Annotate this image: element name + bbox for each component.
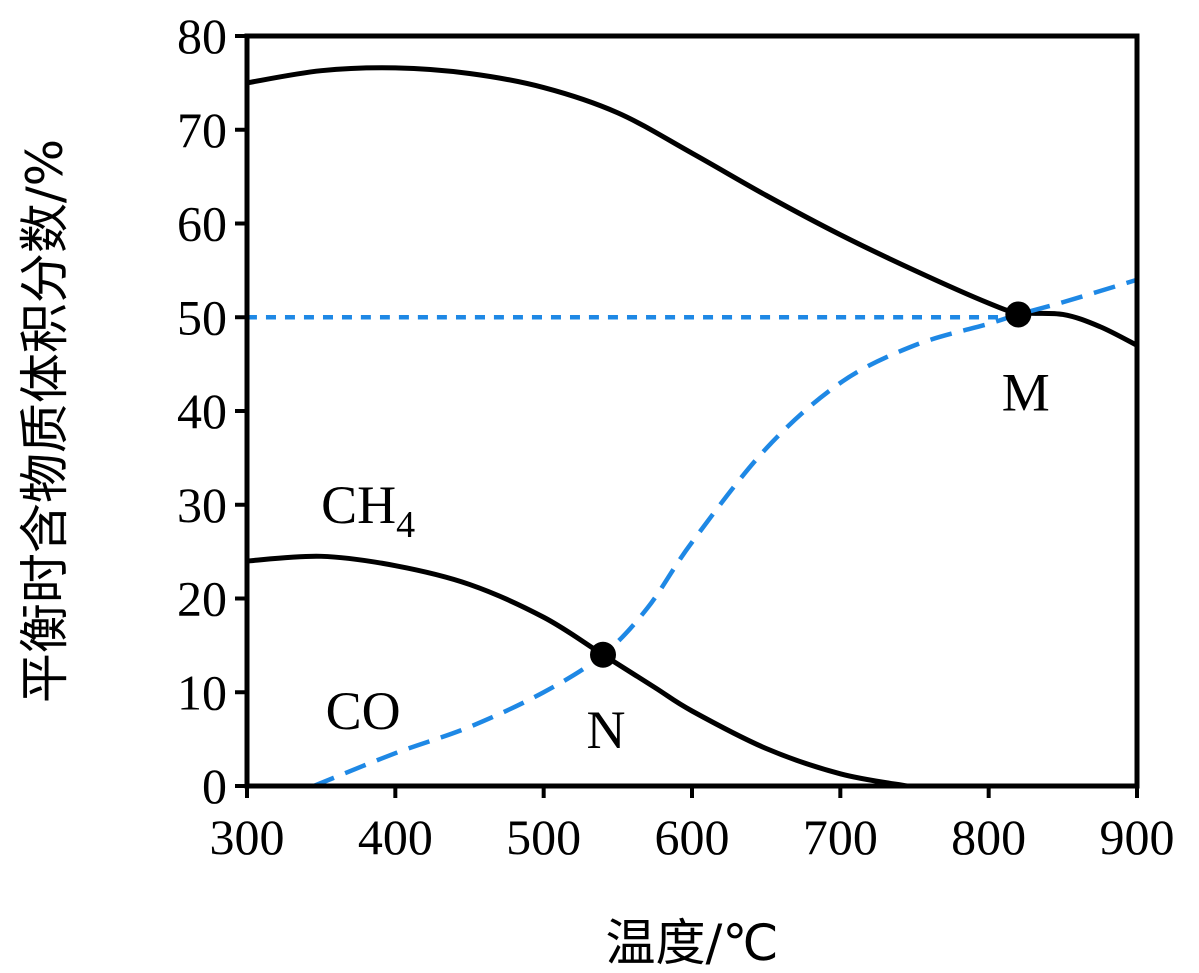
x-tick-label: 900 <box>1100 809 1175 865</box>
point-marker-m <box>1005 301 1032 328</box>
y-tick-label: 80 <box>177 8 227 64</box>
x-tick-label: 800 <box>951 809 1026 865</box>
y-axis-label: 平衡时含物质体积分数/% <box>16 139 74 703</box>
y-tick-label: 60 <box>177 196 227 252</box>
ticks-layer: 300 400 500 600 700 800 900 0 10 20 30 40 50 60 70 80 <box>177 8 1175 865</box>
y-tick-label: 70 <box>177 102 227 158</box>
y-tick-label: 40 <box>177 383 227 439</box>
y-tick-label: 50 <box>177 289 227 345</box>
x-tick-label: 600 <box>655 809 730 865</box>
plot-frame <box>244 33 1140 789</box>
x-tick-label: 300 <box>210 809 285 865</box>
x-tick-label: 700 <box>803 809 878 865</box>
series-line-0 <box>246 65 1139 348</box>
series-label-text: CO <box>326 681 401 741</box>
x-tick-label: 500 <box>506 809 581 865</box>
series-label-ch: CH4 <box>321 475 415 546</box>
y-tick-label: 10 <box>177 664 227 720</box>
y-tick-label: 30 <box>177 477 227 533</box>
x-tick-label: 400 <box>358 809 433 865</box>
series-label-co: CO <box>326 681 401 741</box>
series-layer <box>246 65 1139 789</box>
series-label-text: CH <box>321 475 396 535</box>
annotation-layer: CH4 CO M N <box>321 301 1050 760</box>
series-line-2 <box>312 277 1138 789</box>
point-marker-n <box>590 641 616 668</box>
point-label-m: M <box>1002 362 1050 422</box>
y-tick-label: 20 <box>177 571 227 627</box>
point-label-n: N <box>586 700 625 760</box>
series-label-subscript: 4 <box>396 504 415 546</box>
y-tick-label: 0 <box>202 758 227 814</box>
x-axis-label: 温度/℃ <box>606 914 779 972</box>
